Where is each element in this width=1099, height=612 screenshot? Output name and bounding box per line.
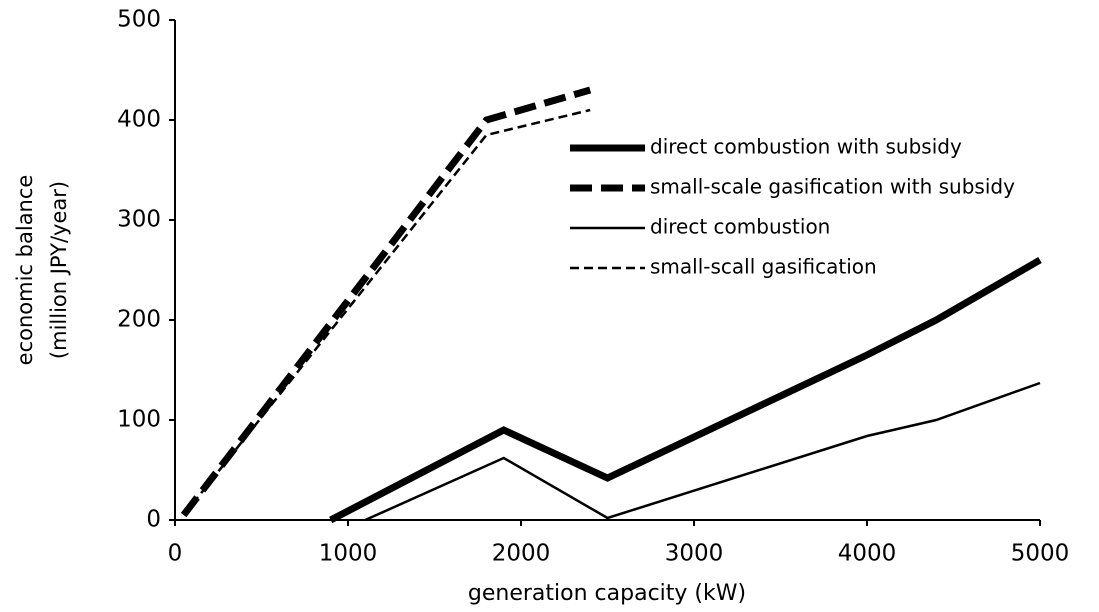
y-tick-label: 100 (117, 407, 161, 433)
x-axis-label: generation capacity (kW) (468, 581, 746, 606)
y-tick-label: 0 (146, 507, 161, 533)
x-tick-label: 1000 (319, 541, 378, 567)
y-axis-label: economic balance (million JPY/year) (13, 175, 71, 366)
y-tick-label: 400 (117, 107, 161, 133)
x-tick-label: 0 (168, 541, 183, 567)
line-series (364, 381, 1041, 522)
x-tick-label: 2000 (492, 541, 551, 567)
legend-label: direct combustion with subsidy (650, 135, 962, 159)
x-tick-label: 3000 (665, 541, 724, 567)
legend-label: small-scale gasification with subsidy (650, 175, 1015, 199)
y-axis-label-line: (million JPY/year) (47, 181, 71, 359)
line-series (329, 256, 1042, 524)
line-series (182, 108, 591, 516)
y-tick-label: 200 (117, 307, 161, 333)
x-tick-label: 4000 (838, 541, 897, 567)
x-tick-label: 5000 (1011, 541, 1070, 567)
y-tick-label: 300 (117, 207, 161, 233)
line-series (180, 86, 592, 518)
legend-label: direct combustion (650, 215, 830, 239)
legend-label: small-scall gasification (650, 255, 877, 279)
y-tick-label: 500 (117, 7, 161, 33)
y-axis-label-line: economic balance (13, 175, 37, 366)
